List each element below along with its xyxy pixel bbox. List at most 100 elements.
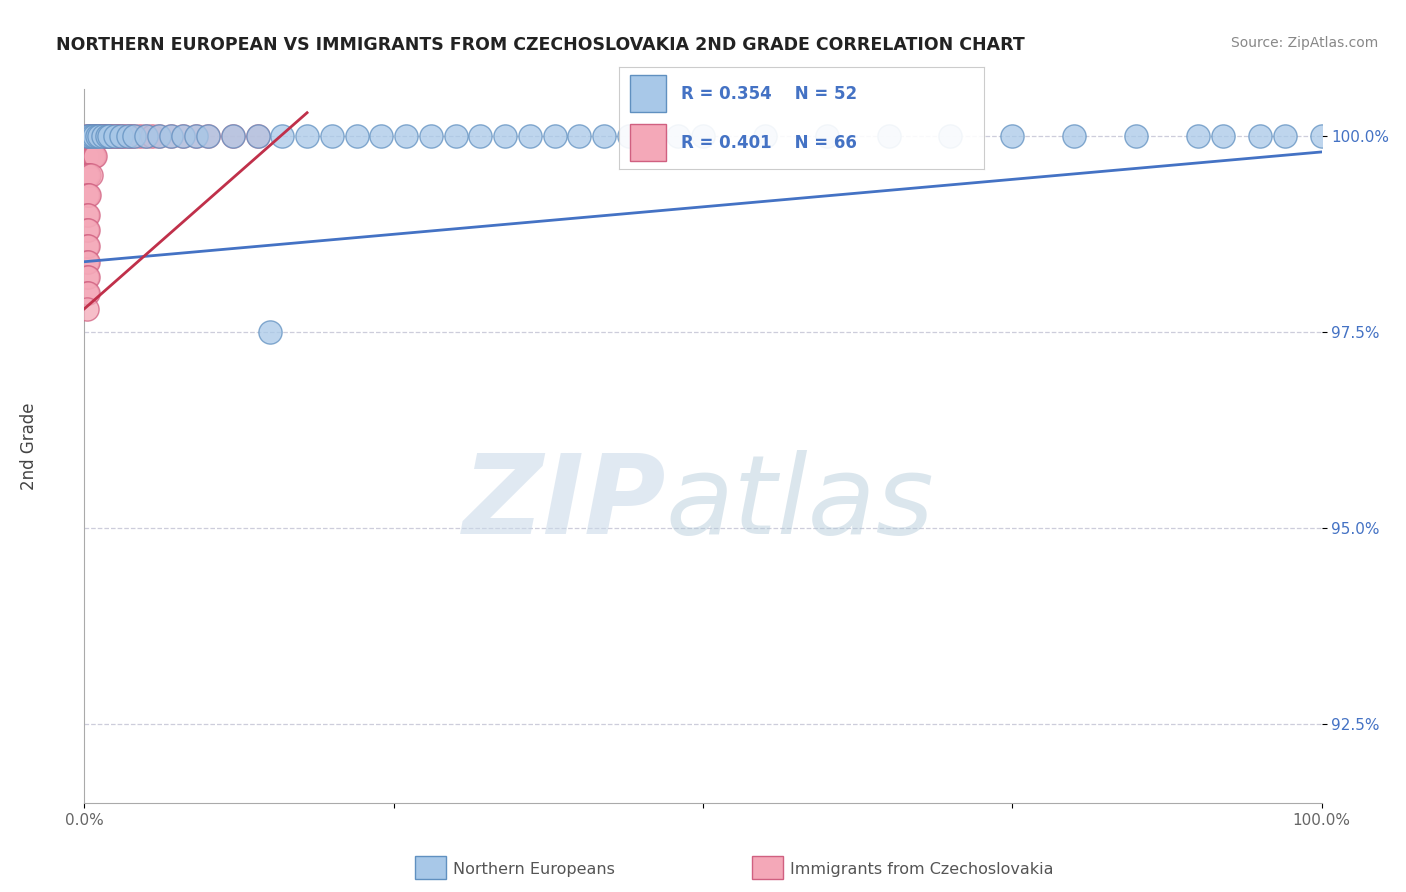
Point (76, 286, 98, 301)
Point (135, 129, 157, 144)
Point (129, 129, 152, 144)
Point (197, 129, 219, 144)
Point (617, 129, 640, 144)
Point (172, 129, 194, 144)
Point (494, 129, 516, 144)
Point (222, 129, 245, 144)
Point (117, 129, 139, 144)
Point (666, 129, 689, 144)
Point (77, 254, 100, 268)
Point (84, 129, 107, 144)
Point (470, 129, 492, 144)
Point (148, 129, 170, 144)
Point (108, 129, 131, 144)
Point (76, 254, 98, 268)
Point (295, 129, 318, 144)
Point (79, 129, 101, 144)
Point (83, 129, 105, 144)
Point (1249, 129, 1271, 144)
Point (76, 208, 98, 222)
Point (370, 129, 392, 144)
Point (1310, 129, 1333, 144)
Point (77, 223, 100, 237)
Point (419, 129, 441, 144)
Text: atlas: atlas (666, 450, 935, 557)
Point (103, 129, 125, 144)
Point (100, 129, 122, 144)
Point (271, 129, 294, 144)
Bar (630, 124, 666, 161)
Point (259, 326, 281, 340)
Point (110, 129, 132, 144)
Point (148, 129, 170, 144)
Point (568, 129, 591, 144)
Point (110, 129, 132, 144)
Point (1187, 129, 1209, 144)
Point (105, 129, 128, 144)
Point (80, 129, 103, 144)
Point (104, 129, 127, 144)
Point (77, 270, 100, 285)
Point (643, 129, 665, 144)
Point (77, 239, 100, 253)
Point (395, 129, 418, 144)
Point (86, 129, 108, 144)
Point (96, 129, 118, 144)
Point (122, 129, 145, 144)
Text: Source: ZipAtlas.com: Source: ZipAtlas.com (1230, 36, 1378, 50)
Text: 2nd Grade: 2nd Grade (20, 402, 38, 490)
Text: ZIP: ZIP (463, 450, 666, 557)
Point (82, 129, 104, 144)
Point (939, 129, 962, 144)
Point (1063, 129, 1085, 144)
Point (84, 149, 107, 163)
Point (83, 149, 105, 163)
Point (97, 129, 120, 144)
Point (94, 129, 117, 144)
Point (77, 208, 100, 222)
Point (76, 239, 98, 253)
Point (160, 129, 183, 144)
Point (141, 129, 163, 144)
Point (444, 129, 467, 144)
Point (754, 129, 776, 144)
Point (76, 129, 98, 144)
Point (82, 149, 104, 163)
Point (135, 129, 157, 144)
Point (87, 129, 110, 144)
Point (692, 129, 714, 144)
Point (321, 129, 343, 144)
Point (77, 169, 100, 183)
Point (76, 129, 98, 144)
Point (117, 129, 139, 144)
Point (90, 129, 112, 144)
Point (77, 188, 100, 202)
Point (519, 129, 541, 144)
Point (246, 129, 269, 144)
Point (76, 149, 98, 163)
Point (1274, 129, 1296, 144)
Point (80, 129, 103, 144)
Text: NORTHERN EUROPEAN VS IMMIGRANTS FROM CZECHOSLOVAKIA 2ND GRADE CORRELATION CHART: NORTHERN EUROPEAN VS IMMIGRANTS FROM CZE… (56, 36, 1025, 54)
Point (91, 129, 114, 144)
Text: R = 0.401    N = 66: R = 0.401 N = 66 (681, 134, 856, 152)
Point (112, 129, 135, 144)
Point (172, 129, 194, 144)
Point (593, 129, 616, 144)
Point (79, 129, 101, 144)
Point (76, 301, 98, 316)
Point (122, 129, 145, 144)
Point (197, 129, 219, 144)
Point (79, 169, 101, 183)
Point (1001, 129, 1024, 144)
Point (89, 129, 111, 144)
Point (93, 129, 115, 144)
Point (79, 188, 101, 202)
Point (79, 149, 101, 163)
Point (160, 129, 183, 144)
Point (222, 129, 245, 144)
Point (77, 286, 100, 301)
Point (77, 129, 100, 144)
Point (98, 129, 121, 144)
Point (80, 149, 103, 163)
